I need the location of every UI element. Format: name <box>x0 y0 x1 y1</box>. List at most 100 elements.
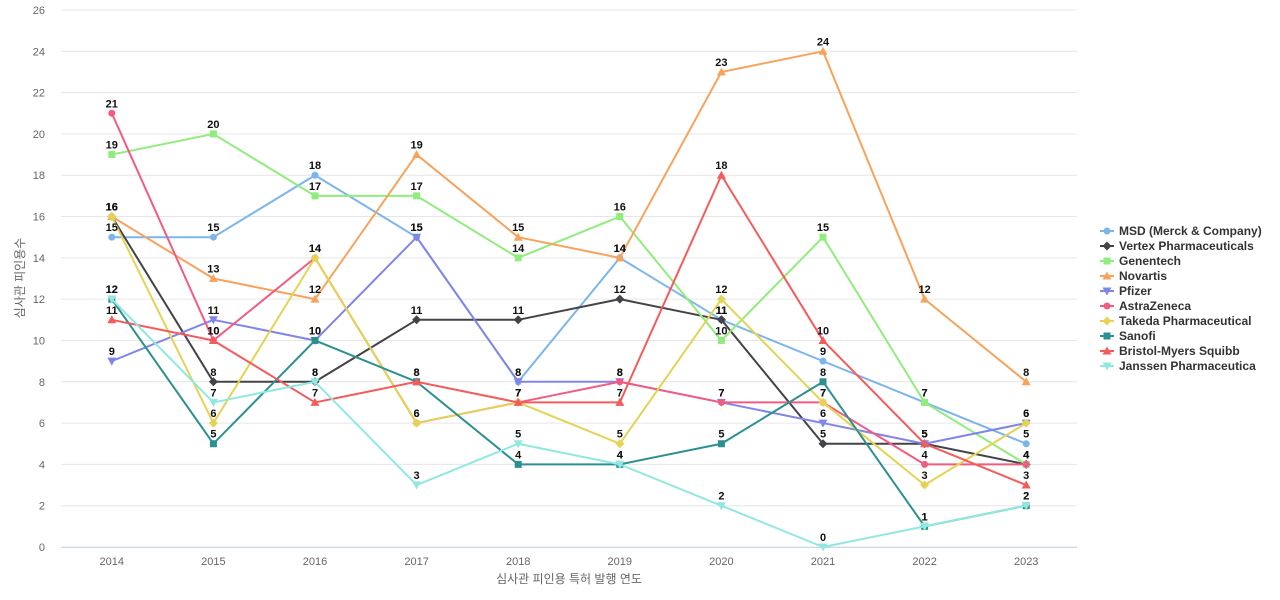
data-label: 16 <box>106 202 118 214</box>
legend-item[interactable]: MSD (Merck & Company) <box>1100 224 1262 238</box>
legend-item[interactable]: Bristol-Myers Squibb <box>1100 344 1240 358</box>
data-label: 19 <box>106 140 118 152</box>
data-label: 7 <box>820 387 826 399</box>
data-point <box>310 378 320 387</box>
data-label: 12 <box>106 284 118 296</box>
legend-label: Bristol-Myers Squibb <box>1119 344 1240 358</box>
data-point <box>616 378 624 386</box>
data-label: 12 <box>309 284 321 296</box>
legend-item[interactable]: Janssen Pharmaceutica <box>1100 359 1256 373</box>
data-label: 5 <box>617 429 623 441</box>
data-point <box>513 397 523 406</box>
x-tick-label: 2015 <box>201 556 225 568</box>
data-point <box>716 294 726 304</box>
legend-item[interactable]: Pfizer <box>1100 284 1152 298</box>
legend-label: Genentech <box>1119 254 1181 268</box>
legend-item[interactable]: Novartis <box>1100 269 1167 283</box>
data-label: 15 <box>512 222 524 234</box>
legend-item[interactable]: Genentech <box>1100 254 1181 268</box>
data-label: 0 <box>820 532 826 544</box>
data-point <box>513 315 523 325</box>
data-label: 6 <box>1023 408 1029 420</box>
data-label: 5 <box>820 429 826 441</box>
data-label: 1 <box>922 511 928 523</box>
data-label: 3 <box>922 470 928 482</box>
data-point <box>208 274 218 282</box>
data-label: 10 <box>309 325 321 337</box>
data-label: 14 <box>309 243 322 255</box>
data-label: 4 <box>922 449 929 461</box>
data-label: 16 <box>106 202 118 214</box>
data-point <box>717 398 725 406</box>
data-point <box>514 254 522 262</box>
x-tick-label: 2020 <box>709 556 733 568</box>
y-tick-label: 26 <box>33 5 45 17</box>
data-point <box>818 419 828 428</box>
data-point <box>513 440 523 449</box>
data-label: 8 <box>617 367 623 379</box>
series-3 <box>107 46 1031 386</box>
data-point <box>108 109 116 117</box>
legend-item[interactable]: AstraZeneca <box>1100 299 1191 313</box>
y-tick-label: 22 <box>33 88 45 100</box>
data-point <box>921 398 929 406</box>
data-point <box>311 336 319 344</box>
data-point <box>818 543 828 552</box>
data-label: 4 <box>617 449 624 461</box>
data-label: 10 <box>207 325 219 337</box>
data-label: 10 <box>817 325 829 337</box>
legend-item[interactable]: Vertex Pharmaceuticals <box>1100 239 1254 253</box>
y-tick-label: 10 <box>33 335 45 347</box>
data-point <box>209 440 217 448</box>
series-line <box>110 215 1028 487</box>
data-label: 12 <box>106 284 118 296</box>
data-point <box>920 522 930 531</box>
legend-label: Pfizer <box>1119 284 1152 298</box>
data-label: 7 <box>820 387 826 399</box>
data-point <box>1022 440 1030 448</box>
legend-item[interactable]: Takeda Pharmaceutical <box>1100 314 1252 328</box>
data-label: 10 <box>207 325 219 337</box>
legend-marker-icon <box>1103 332 1111 340</box>
data-label: 7 <box>922 387 928 399</box>
data-label: 15 <box>207 222 219 234</box>
legend-item[interactable]: Sanofi <box>1100 329 1156 343</box>
legend-label: Vertex Pharmaceuticals <box>1119 239 1254 253</box>
data-point <box>615 460 625 469</box>
data-label: 5 <box>922 429 928 441</box>
data-label: 8 <box>312 367 318 379</box>
data-point <box>311 192 319 200</box>
data-label: 19 <box>410 140 422 152</box>
data-point <box>209 233 217 241</box>
data-label: 10 <box>715 325 727 337</box>
data-label: 15 <box>106 222 118 234</box>
data-label: 5 <box>515 429 521 441</box>
data-label: 18 <box>309 160 321 172</box>
series-8 <box>107 170 1031 489</box>
data-label: 14 <box>614 243 627 255</box>
data-label: 7 <box>515 387 521 399</box>
data-label: 5 <box>1023 429 1029 441</box>
series-line <box>110 112 1028 466</box>
legend-marker-icon <box>1102 287 1112 296</box>
data-point <box>107 357 117 366</box>
y-axis-title: 심사관 피인용수 <box>13 238 27 319</box>
data-label: 12 <box>614 284 626 296</box>
data-label: 18 <box>715 160 727 172</box>
data-point <box>615 397 625 406</box>
legend-label: Janssen Pharmaceutica <box>1119 359 1256 373</box>
x-tick-label: 2017 <box>404 556 428 568</box>
legend-marker-icon <box>1103 302 1111 310</box>
data-label: 7 <box>515 387 521 399</box>
y-tick-label: 20 <box>33 129 45 141</box>
data-point <box>311 171 319 179</box>
data-point <box>209 130 217 138</box>
data-label: 11 <box>716 305 728 317</box>
data-point <box>107 315 117 324</box>
data-point <box>615 253 625 262</box>
data-point <box>615 294 625 304</box>
data-label: 8 <box>1023 367 1029 379</box>
data-label: 2 <box>1023 491 1029 503</box>
series-line <box>110 132 1028 466</box>
